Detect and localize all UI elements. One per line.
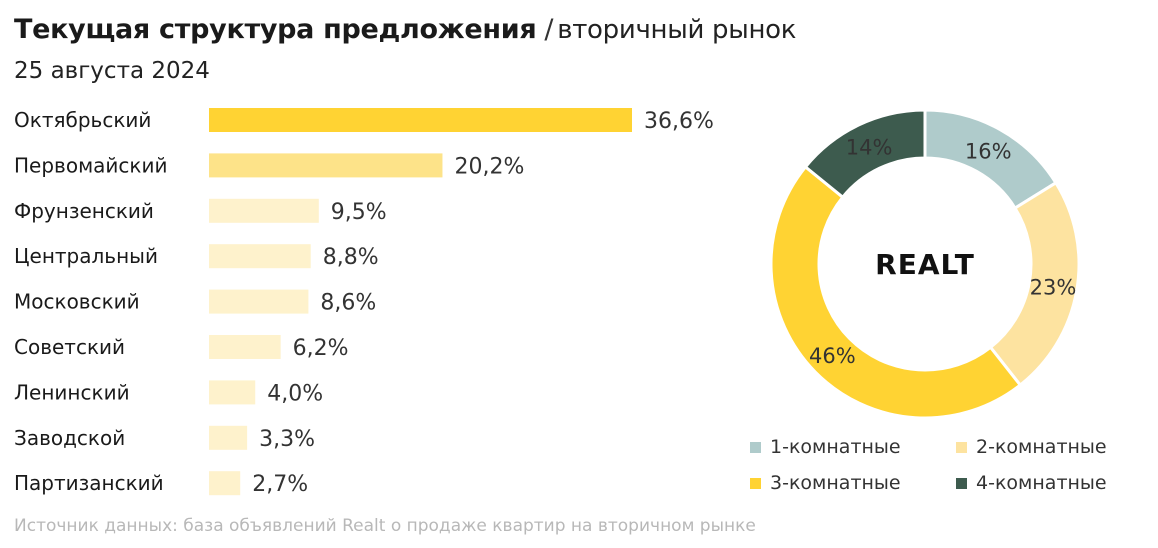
district-bar: [209, 244, 311, 269]
district-bar: [209, 380, 256, 405]
district-bar: [209, 335, 281, 359]
district-bar: [209, 198, 319, 223]
district-label: Партизанский: [14, 471, 164, 495]
district-value-label: 36,6%: [644, 109, 714, 134]
title-separator: /: [544, 14, 554, 45]
district-label: Октябрьский: [14, 108, 151, 132]
district-value-label: 2,7%: [252, 472, 308, 497]
donut-slice-value-label: 23%: [1030, 276, 1077, 300]
legend-item-3-room: 3-комнатные: [750, 472, 901, 494]
district-value-label: 9,5%: [331, 200, 387, 225]
donut-slice-value-label: 14%: [846, 136, 893, 160]
chart-header: Текущая структура предложения / вторичный …: [14, 12, 796, 86]
district-label: Ленинский: [14, 380, 130, 404]
legend-swatch-4-room: [956, 477, 967, 489]
district-bar: [209, 471, 241, 496]
district-label: Центральный: [14, 244, 158, 268]
chart-date: 25 августа 2024: [14, 58, 210, 84]
data-source-note: Источник данных: база объявлений Realt о…: [14, 516, 756, 536]
legend-label-1-room: 1-комнатные: [770, 436, 901, 458]
donut-slice-value-label: 46%: [809, 344, 856, 368]
district-bar-chart: Октябрьский 36,6% Первомайский 20,2% Фрунзен…: [14, 108, 714, 497]
legend-label-3-room: 3-комнатные: [770, 472, 901, 494]
district-bar: [209, 108, 632, 132]
donut-slice: [769, 164, 1023, 420]
district-bar: [209, 289, 309, 314]
legend-label-4-room: 4-комнатные: [976, 472, 1107, 494]
district-label: Московский: [14, 290, 140, 314]
legend-item-1-room: 1-комнатные: [750, 436, 901, 458]
district-bar: [209, 425, 248, 450]
realt-logo: REALT: [875, 248, 975, 281]
district-value-label: 20,2%: [454, 154, 524, 179]
title-line: Текущая структура предложения / вторичный …: [14, 12, 796, 48]
legend-swatch-2-room: [956, 441, 967, 453]
chart-title: Текущая структура предложения: [14, 14, 537, 45]
chart-title-market: вторичный рынок: [557, 15, 797, 45]
donut-slice-value-label: 16%: [965, 139, 1012, 163]
legend-item-4-room: 4-комнатные: [956, 472, 1107, 494]
district-label: Заводской: [14, 426, 125, 450]
district-value-label: 4,0%: [267, 381, 323, 406]
district-value-label: 8,8%: [323, 245, 379, 270]
legend-label-2-room: 2-комнатные: [976, 436, 1107, 458]
district-label: Первомайский: [14, 153, 167, 177]
legend-swatch-3-room: [750, 477, 761, 489]
district-bar: [209, 153, 443, 178]
district-label: Фрунзенский: [14, 199, 154, 223]
legend-swatch-1-room: [750, 441, 761, 453]
district-value-label: 8,6%: [320, 291, 376, 316]
donut-slice: [803, 108, 927, 200]
district-value-label: 6,2%: [293, 336, 349, 361]
legend-item-2-room: 2-комнатные: [956, 436, 1107, 458]
district-label: Советский: [14, 335, 125, 359]
district-value-label: 3,3%: [259, 427, 315, 452]
